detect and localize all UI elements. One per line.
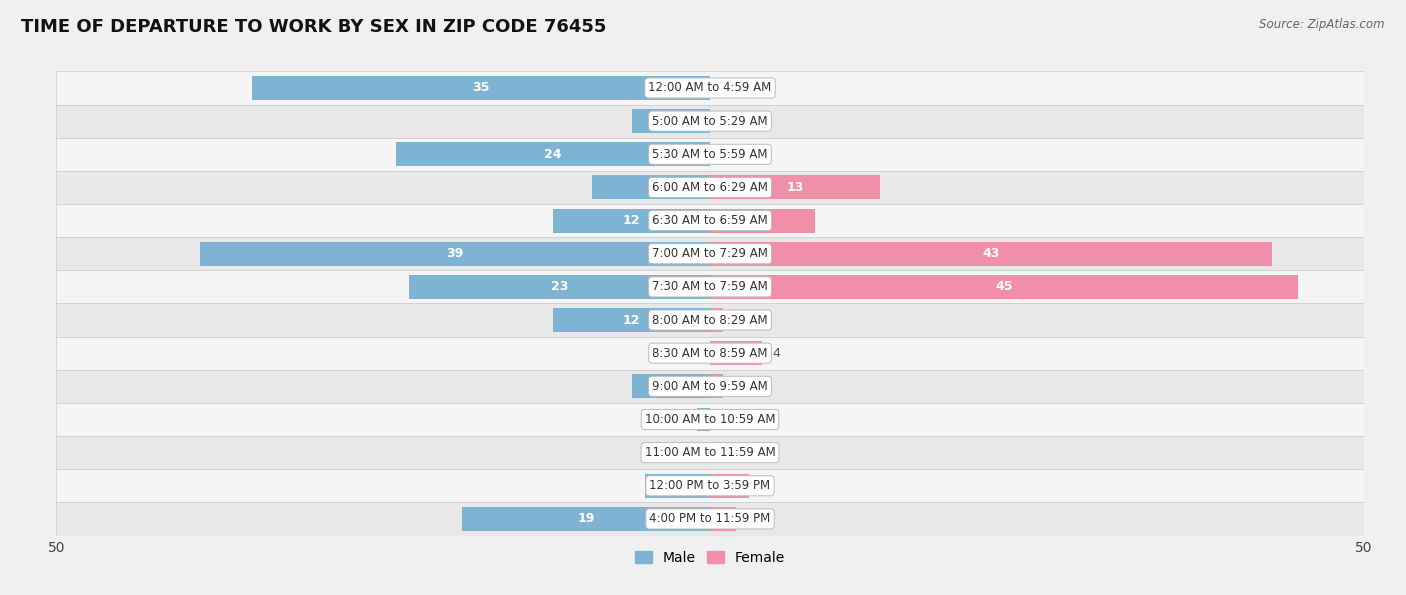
Text: 5:30 AM to 5:59 AM: 5:30 AM to 5:59 AM <box>652 148 768 161</box>
Text: 24: 24 <box>544 148 562 161</box>
Bar <box>56 436 1364 469</box>
Bar <box>56 337 1364 369</box>
Bar <box>56 171 1364 204</box>
Bar <box>253 76 710 100</box>
Text: 5:00 AM to 5:29 AM: 5:00 AM to 5:29 AM <box>652 115 768 127</box>
Text: 3: 3 <box>759 480 768 492</box>
Text: 12: 12 <box>623 314 640 327</box>
Text: 12:00 AM to 4:59 AM: 12:00 AM to 4:59 AM <box>648 82 772 95</box>
Text: 6:30 AM to 6:59 AM: 6:30 AM to 6:59 AM <box>652 214 768 227</box>
Text: 23: 23 <box>551 280 568 293</box>
Bar <box>56 204 1364 237</box>
Bar <box>697 408 710 431</box>
Text: 7:00 AM to 7:29 AM: 7:00 AM to 7:29 AM <box>652 248 768 260</box>
Bar <box>56 137 1364 171</box>
Text: 1: 1 <box>734 314 741 327</box>
Text: 0: 0 <box>692 446 700 459</box>
Bar <box>200 242 710 265</box>
Bar <box>461 507 710 531</box>
Text: 1: 1 <box>734 380 741 393</box>
Bar <box>56 403 1364 436</box>
Bar <box>396 142 710 166</box>
Bar <box>710 308 723 332</box>
Text: 11:00 AM to 11:59 AM: 11:00 AM to 11:59 AM <box>645 446 775 459</box>
Bar <box>56 237 1364 270</box>
Text: 9: 9 <box>647 181 655 194</box>
Bar <box>592 176 710 199</box>
Text: 0: 0 <box>720 115 728 127</box>
Bar <box>710 176 880 199</box>
Text: 4:00 PM to 11:59 PM: 4:00 PM to 11:59 PM <box>650 512 770 525</box>
Text: 0: 0 <box>720 148 728 161</box>
Bar <box>631 374 710 398</box>
Text: 9:00 AM to 9:59 AM: 9:00 AM to 9:59 AM <box>652 380 768 393</box>
Text: 8: 8 <box>758 214 766 227</box>
Text: 19: 19 <box>576 512 595 525</box>
Bar <box>553 209 710 233</box>
Bar <box>409 275 710 299</box>
Text: 35: 35 <box>472 82 489 95</box>
Bar <box>710 474 749 497</box>
Text: 12:00 PM to 3:59 PM: 12:00 PM to 3:59 PM <box>650 480 770 492</box>
Bar <box>710 209 814 233</box>
Bar <box>710 507 737 531</box>
Text: 7:30 AM to 7:59 AM: 7:30 AM to 7:59 AM <box>652 280 768 293</box>
Bar <box>710 275 1298 299</box>
Text: 1: 1 <box>679 413 686 426</box>
Bar <box>56 303 1364 337</box>
Bar <box>56 71 1364 105</box>
Text: 0: 0 <box>720 82 728 95</box>
Text: 0: 0 <box>720 413 728 426</box>
Text: 2: 2 <box>747 512 755 525</box>
Bar <box>631 109 710 133</box>
Text: 5: 5 <box>673 480 682 492</box>
Text: Source: ZipAtlas.com: Source: ZipAtlas.com <box>1260 18 1385 31</box>
Text: 6: 6 <box>666 380 675 393</box>
Bar <box>56 369 1364 403</box>
Text: 0: 0 <box>720 446 728 459</box>
Bar <box>56 469 1364 502</box>
Legend: Male, Female: Male, Female <box>630 545 790 571</box>
Text: TIME OF DEPARTURE TO WORK BY SEX IN ZIP CODE 76455: TIME OF DEPARTURE TO WORK BY SEX IN ZIP … <box>21 18 606 36</box>
Text: 43: 43 <box>983 248 1000 260</box>
Text: 8:30 AM to 8:59 AM: 8:30 AM to 8:59 AM <box>652 347 768 359</box>
Bar <box>710 342 762 365</box>
Text: 4: 4 <box>773 347 780 359</box>
Bar <box>644 474 710 497</box>
Bar <box>56 502 1364 536</box>
Text: 12: 12 <box>623 214 640 227</box>
Bar <box>56 270 1364 303</box>
Bar <box>56 105 1364 137</box>
Text: 13: 13 <box>786 181 804 194</box>
Text: 8:00 AM to 8:29 AM: 8:00 AM to 8:29 AM <box>652 314 768 327</box>
Text: 6: 6 <box>666 115 675 127</box>
Text: 10:00 AM to 10:59 AM: 10:00 AM to 10:59 AM <box>645 413 775 426</box>
Bar <box>710 242 1272 265</box>
Text: 0: 0 <box>692 347 700 359</box>
Bar <box>553 308 710 332</box>
Text: 6:00 AM to 6:29 AM: 6:00 AM to 6:29 AM <box>652 181 768 194</box>
Text: 39: 39 <box>447 248 464 260</box>
Bar <box>710 374 723 398</box>
Text: 45: 45 <box>995 280 1012 293</box>
